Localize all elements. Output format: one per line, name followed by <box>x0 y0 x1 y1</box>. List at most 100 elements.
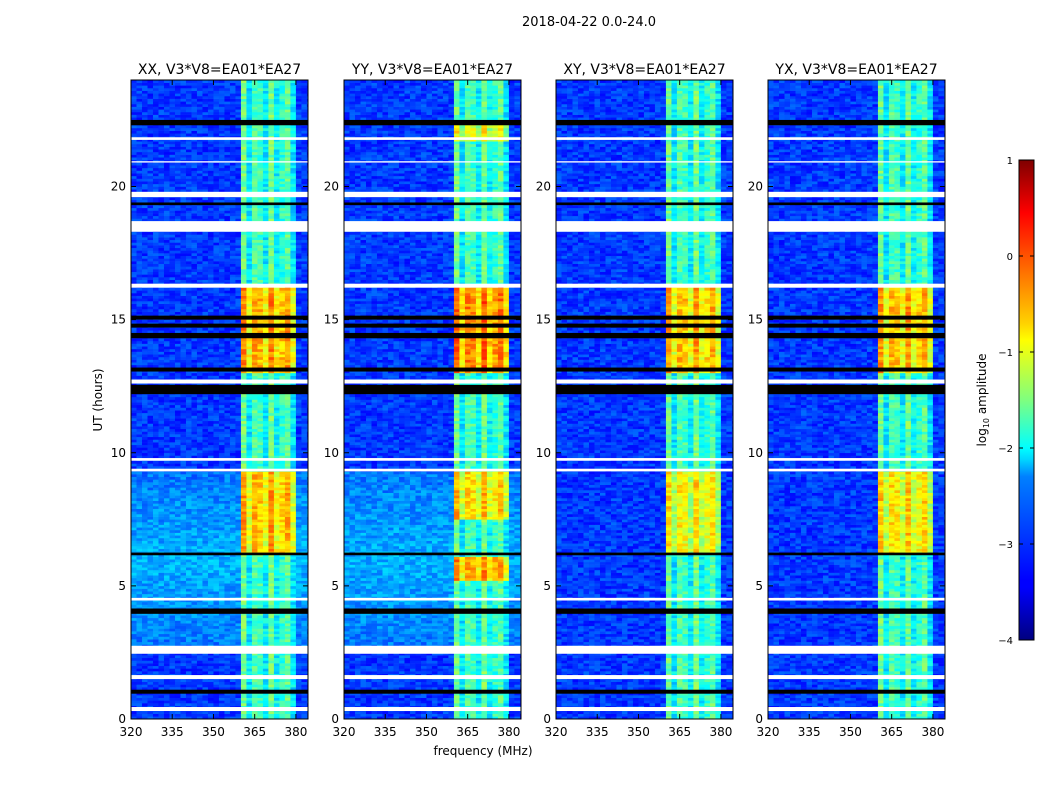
heatmap-cell <box>224 328 230 331</box>
heatmap-cell <box>153 636 159 639</box>
heatmap-cell <box>213 527 219 530</box>
heatmap-cell <box>257 485 263 488</box>
heatmap-cell <box>137 423 143 426</box>
heatmap-cell <box>235 639 241 642</box>
heatmap-cell <box>235 485 241 488</box>
heatmap-cell <box>147 394 153 397</box>
heatmap-cell <box>191 623 197 626</box>
heatmap-cell <box>197 634 203 637</box>
heatmap-cell <box>285 365 291 368</box>
heatmap-cell <box>230 434 236 437</box>
heatmap-cell <box>252 360 258 363</box>
heatmap-cell <box>279 581 285 584</box>
heatmap-cell <box>268 517 274 520</box>
heatmap-cell <box>197 517 203 520</box>
heatmap-cell <box>175 559 181 562</box>
heatmap-cell <box>186 687 192 690</box>
heatmap-cell <box>175 493 181 496</box>
heatmap-cell <box>131 445 137 448</box>
heatmap-cell <box>213 511 219 514</box>
heatmap-cell <box>230 410 236 413</box>
heatmap-cell <box>235 642 241 645</box>
heatmap-cell <box>153 493 159 496</box>
heatmap-cell <box>290 330 296 333</box>
heatmap-cell <box>219 461 225 464</box>
heatmap-cell <box>235 628 241 631</box>
heatmap-cell <box>296 354 302 357</box>
heatmap-cell <box>285 354 291 357</box>
heatmap-cell <box>279 471 285 474</box>
heatmap-cell <box>263 493 269 496</box>
heatmap-cell <box>164 623 170 626</box>
heatmap-cell <box>158 423 164 426</box>
heatmap-cell <box>263 503 269 506</box>
heatmap-cell <box>235 589 241 592</box>
heatmap-cell <box>274 541 280 544</box>
heatmap-cell <box>224 394 230 397</box>
heatmap-cell <box>186 328 192 331</box>
heatmap-cell <box>230 479 236 482</box>
heatmap-cell <box>285 511 291 514</box>
heatmap-cell <box>213 344 219 347</box>
heatmap-cell <box>197 655 203 658</box>
heatmap-cell <box>191 503 197 506</box>
heatmap-cell <box>263 626 269 629</box>
heatmap-cell <box>142 394 148 397</box>
heatmap-cell <box>137 352 143 355</box>
heatmap-cell <box>246 439 252 442</box>
heatmap-cell <box>131 410 137 413</box>
heatmap-cell <box>279 642 285 645</box>
heatmap-cell <box>186 498 192 501</box>
heatmap-cell <box>208 413 214 416</box>
heatmap-cell <box>290 360 296 363</box>
heatmap-cell <box>285 639 291 642</box>
heatmap-cell <box>169 517 175 520</box>
heatmap-cell <box>208 559 214 562</box>
heatmap-cell <box>186 668 192 671</box>
heatmap-cell <box>274 495 280 498</box>
heatmap-cell <box>197 618 203 621</box>
heatmap-cell <box>268 346 274 349</box>
heatmap-cell <box>142 514 148 517</box>
heatmap-cell <box>241 474 247 477</box>
heatmap-cell <box>191 405 197 408</box>
heatmap-cell <box>131 581 137 584</box>
heatmap-cell <box>180 511 186 514</box>
heatmap-cell <box>186 402 192 405</box>
heatmap-cell <box>224 658 230 661</box>
heatmap-cell <box>301 578 307 581</box>
heatmap-cell <box>191 639 197 642</box>
heatmap-cell <box>224 490 230 493</box>
heatmap-cell <box>169 421 175 424</box>
heatmap-cell <box>197 698 203 701</box>
heatmap-cell <box>279 514 285 517</box>
heatmap-cell <box>147 525 153 528</box>
heatmap-cell <box>296 423 302 426</box>
heatmap-cell <box>169 442 175 445</box>
heatmap-cell <box>202 581 208 584</box>
heatmap-cell <box>180 602 186 605</box>
heatmap-cell <box>274 663 280 666</box>
heatmap-cell <box>153 461 159 464</box>
heatmap-cell <box>235 511 241 514</box>
heatmap-cell <box>147 349 153 352</box>
heatmap-cell <box>137 490 143 493</box>
heatmap-cell <box>263 405 269 408</box>
heatmap-cell <box>158 666 164 669</box>
heatmap-cell <box>285 357 291 360</box>
heatmap-cell <box>235 362 241 365</box>
heatmap-cell <box>219 525 225 528</box>
heatmap-cell <box>257 698 263 701</box>
heatmap-cell <box>169 346 175 349</box>
heatmap-cell <box>158 421 164 424</box>
heatmap-cell <box>263 605 269 608</box>
heatmap-cell <box>257 684 263 687</box>
heatmap-cell <box>246 455 252 458</box>
heatmap-cell <box>158 485 164 488</box>
heatmap-cell <box>202 700 208 703</box>
heatmap-cell <box>147 423 153 426</box>
heatmap-cell <box>279 628 285 631</box>
heatmap-cell <box>164 557 170 560</box>
heatmap-cell <box>241 487 247 490</box>
heatmap-cell <box>301 626 307 629</box>
